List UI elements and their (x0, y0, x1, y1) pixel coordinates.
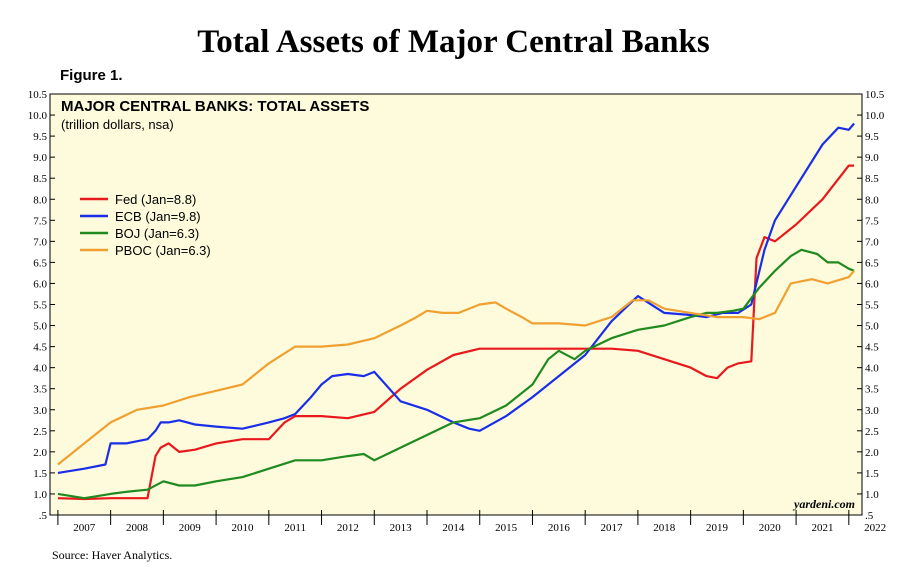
x-tick-label: 2018 (653, 522, 676, 534)
y-tick-label-left: 7.5 (33, 215, 47, 227)
y-tick-label-right: .5 (865, 510, 874, 522)
y-tick-label-right: 9.0 (865, 152, 879, 164)
y-tick-label-right: 4.5 (865, 342, 879, 354)
y-tick-label-right: 7.0 (865, 236, 879, 248)
y-tick-label-left: 4.5 (33, 342, 47, 354)
y-tick-label-right: 5.5 (865, 300, 879, 312)
y-tick-label-right: 10.5 (865, 89, 885, 101)
y-tick-label-right: 3.0 (865, 405, 879, 417)
legend-label-pboc: PBOC (Jan=6.3) (115, 243, 211, 258)
y-tick-label-left: 3.5 (33, 384, 47, 396)
y-tick-label-right: 2.0 (865, 447, 879, 459)
x-tick-label: 2010 (231, 522, 254, 534)
x-axis: 2007 2008 2009 2010 2011 2012 2013 2014 2015 2016… (57, 510, 886, 534)
x-tick-label: 2022 (864, 522, 886, 534)
x-tick-label: 2019 (706, 522, 729, 534)
y-tick-label-left: 1.5 (33, 468, 47, 480)
page-title: Total Assets of Major Central Banks (197, 24, 710, 60)
plot-area (49, 93, 863, 516)
series-lines (57, 122, 855, 501)
x-tick-label: 2021 (811, 522, 833, 534)
y-tick-label-left: 6.5 (33, 257, 47, 269)
y-axis-right: .5 1.0 1.5 2.0 2.5 3.0 3.5 4.0 4.5 5.0 5.5 6.0 6.5 7.… (857, 89, 885, 522)
chart-subtitle: (trillion dollars, nsa) (61, 117, 174, 132)
y-tick-label-right: 6.5 (865, 257, 879, 269)
x-tick-label: 2016 (548, 522, 571, 534)
y-tick-label-left: .5 (39, 510, 48, 522)
y-tick-label-right: 7.5 (865, 215, 879, 227)
x-tick-label: 2008 (126, 522, 149, 534)
figure-label: Figure 1. (60, 67, 123, 84)
series-line-pboc (57, 270, 855, 466)
y-tick-label-right: 4.0 (865, 363, 879, 375)
y-tick-label-left: 7.0 (33, 236, 47, 248)
y-tick-label-left: 8.0 (33, 194, 47, 206)
y-tick-label-right: 5.0 (865, 321, 879, 333)
y-tick-label-left: 8.5 (33, 173, 47, 185)
y-tick-label-left: 5.5 (33, 300, 47, 312)
source-note: Source: Haver Analytics. (52, 548, 173, 562)
y-tick-label-right: 8.0 (865, 194, 879, 206)
chart-title: MAJOR CENTRAL BANKS: TOTAL ASSETS (61, 98, 369, 115)
y-tick-label-left: 6.0 (33, 278, 47, 290)
legend: Fed (Jan=8.8) ECB (Jan=9.8) BOJ (Jan=6.3) P… (80, 192, 211, 258)
legend-label-fed: Fed (Jan=8.8) (115, 192, 196, 207)
y-tick-label-left: 2.0 (33, 447, 47, 459)
legend-label-boj: BOJ (Jan=6.3) (115, 226, 199, 241)
x-tick-label: 2015 (495, 522, 518, 534)
y-tick-label-left: 1.0 (33, 489, 47, 501)
x-tick-label: 2014 (442, 522, 465, 534)
y-tick-label-left: 2.5 (33, 426, 47, 438)
y-tick-label-right: 3.5 (865, 384, 879, 396)
y-tick-label-right: 6.0 (865, 278, 879, 290)
y-tick-label-left: 10.0 (28, 110, 48, 122)
series-line-boj (57, 248, 855, 500)
y-tick-label-right: 9.5 (865, 131, 879, 143)
x-tick-label: 2017 (601, 522, 624, 534)
x-tick-label: 2009 (179, 522, 202, 534)
y-tick-label-left: 10.5 (28, 89, 48, 101)
x-tick-label: 2012 (337, 522, 359, 534)
y-tick-label-right: 1.0 (865, 489, 879, 501)
y-tick-label-left: 4.0 (33, 363, 47, 375)
y-tick-label-left: 9.0 (33, 152, 47, 164)
x-tick-label: 2013 (390, 522, 413, 534)
y-axis-left: .5 1.0 1.5 2.0 2.5 3.0 3.5 4.0 4.5 5.0 5.5 6.0 6.5 7.… (28, 89, 55, 522)
x-tick-label: 2011 (284, 522, 306, 534)
y-tick-label-right: 1.5 (865, 468, 879, 480)
watermark: yardeni.com (792, 497, 855, 511)
series-line-fed (57, 164, 855, 501)
y-tick-label-left: 3.0 (33, 405, 47, 417)
y-tick-label-right: 8.5 (865, 173, 879, 185)
y-tick-label-right: 10.0 (865, 110, 885, 122)
x-tick-label: 2007 (73, 522, 96, 534)
x-tick-label: 2020 (759, 522, 782, 534)
y-tick-label-left: 5.0 (33, 321, 47, 333)
y-tick-label-right: 2.5 (865, 426, 879, 438)
y-tick-label-left: 9.5 (33, 131, 47, 143)
legend-label-ecb: ECB (Jan=9.8) (115, 209, 201, 224)
